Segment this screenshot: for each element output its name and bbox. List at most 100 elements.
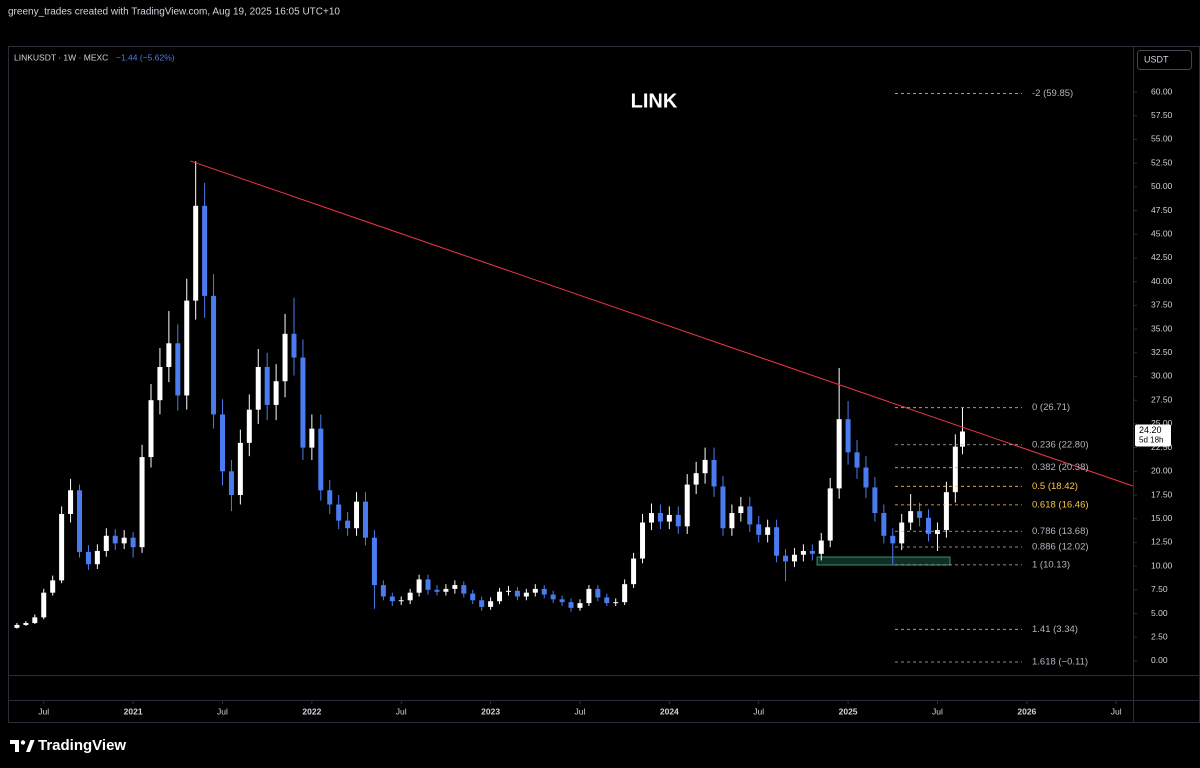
candle-body [59,513,65,581]
y-tick-label: 60.00 [1151,86,1173,96]
candle-body [943,492,949,531]
candle-body [309,428,315,448]
candle-body [255,367,261,410]
x-tick-label: Jul [38,706,49,716]
candle-body [94,550,100,565]
y-tick-label: 25.00 [1151,418,1173,428]
header: greeny_trades created with TradingView.c… [8,7,340,18]
fib-label: 0.236 (22.80) [1032,439,1089,450]
candle-body [157,367,163,401]
logo-mark [10,740,19,752]
y-tick-label: 17.50 [1151,489,1173,499]
candle-body [282,333,288,382]
candle-body [872,487,878,514]
candle-body [959,431,965,447]
y-tick-label: 55.00 [1151,134,1173,144]
candle-body [389,596,395,602]
y-tick-label: 42.50 [1151,252,1173,262]
candle-body [291,333,297,358]
candle-body [443,588,449,592]
candle-body [300,357,306,448]
currency[interactable]: USDT [1144,54,1169,64]
candle-body [631,558,637,585]
y-tick-label: 20.00 [1151,466,1173,476]
candle-body [380,585,386,597]
candle-body [568,602,574,608]
brand: TradingView [38,737,126,754]
fib-label: 0 (26.71) [1032,402,1070,413]
candle-body [952,446,958,493]
fib-label: 0.382 (20.38) [1032,462,1089,473]
candle-body [41,592,47,618]
candle-body [604,597,610,604]
candle-body [264,367,270,405]
candle-body [166,343,172,367]
y-tick-label: 52.50 [1151,157,1173,167]
x-tick-label: 2022 [302,706,321,716]
candle-body [273,381,279,405]
candle-body [202,205,208,296]
y-tick-label: 27.50 [1151,394,1173,404]
candle-body [219,414,225,472]
candle-body [738,506,744,514]
candle-body [76,490,82,552]
candle-body [497,591,503,602]
candle-body [675,514,681,527]
candle-body [765,527,771,535]
x-tick-label: Jul [932,706,943,716]
fib-label: 1.41 (3.34) [1032,624,1078,635]
symbol: LINKUSDT · 1W · MEXC [14,52,108,62]
candle-body [228,471,234,496]
y-tick-label: 5.00 [1151,608,1168,618]
countdown: 5d 18h [1139,436,1163,445]
candle-body [175,343,181,396]
candle-body [488,601,494,607]
candle-body [863,467,869,488]
y-tick-label: 40.00 [1151,276,1173,286]
candle-body [416,579,422,593]
candle-body [85,551,91,565]
support-zone [816,556,951,566]
logo-slash [26,740,35,752]
candle-body [371,537,377,586]
candle-body [139,457,145,548]
candle-body [336,504,342,521]
y-tick-label: 15.00 [1151,513,1173,523]
candle-body [246,409,252,443]
candle-body [112,535,118,544]
candle-body [148,400,154,458]
candle-body [693,473,699,485]
candle-body [791,554,797,562]
candle-body [657,513,663,522]
candle-body [640,522,646,559]
x-tick-label: Jul [1111,706,1122,716]
x-tick-label: Jul [753,706,764,716]
y-tick-label: 32.50 [1151,347,1173,357]
candle-body [130,537,136,548]
candle-body [425,579,431,590]
candle-body [327,490,333,505]
x-tick-label: 2023 [481,706,500,716]
candle-body [479,600,485,607]
candle-body [461,585,467,594]
currency-box[interactable] [1137,50,1192,70]
candle-body [68,490,74,514]
candle-body [32,617,38,624]
candle-body [345,520,351,529]
candle-body [407,592,413,601]
candle-body [434,589,440,592]
last-price: 24.20 [1139,425,1162,435]
candle-body [362,501,368,538]
logo-dot [20,740,26,745]
candle-body [809,550,815,554]
candle-body [505,590,511,592]
candle-body [720,486,726,529]
change: −1.44 (−5.62%) [116,52,175,62]
candle-body [523,592,529,597]
candle-body [756,524,762,535]
candle-body [541,588,547,595]
candle-body [550,594,556,600]
fib-label: 0.786 (13.68) [1032,526,1089,537]
candle-body [729,513,735,529]
